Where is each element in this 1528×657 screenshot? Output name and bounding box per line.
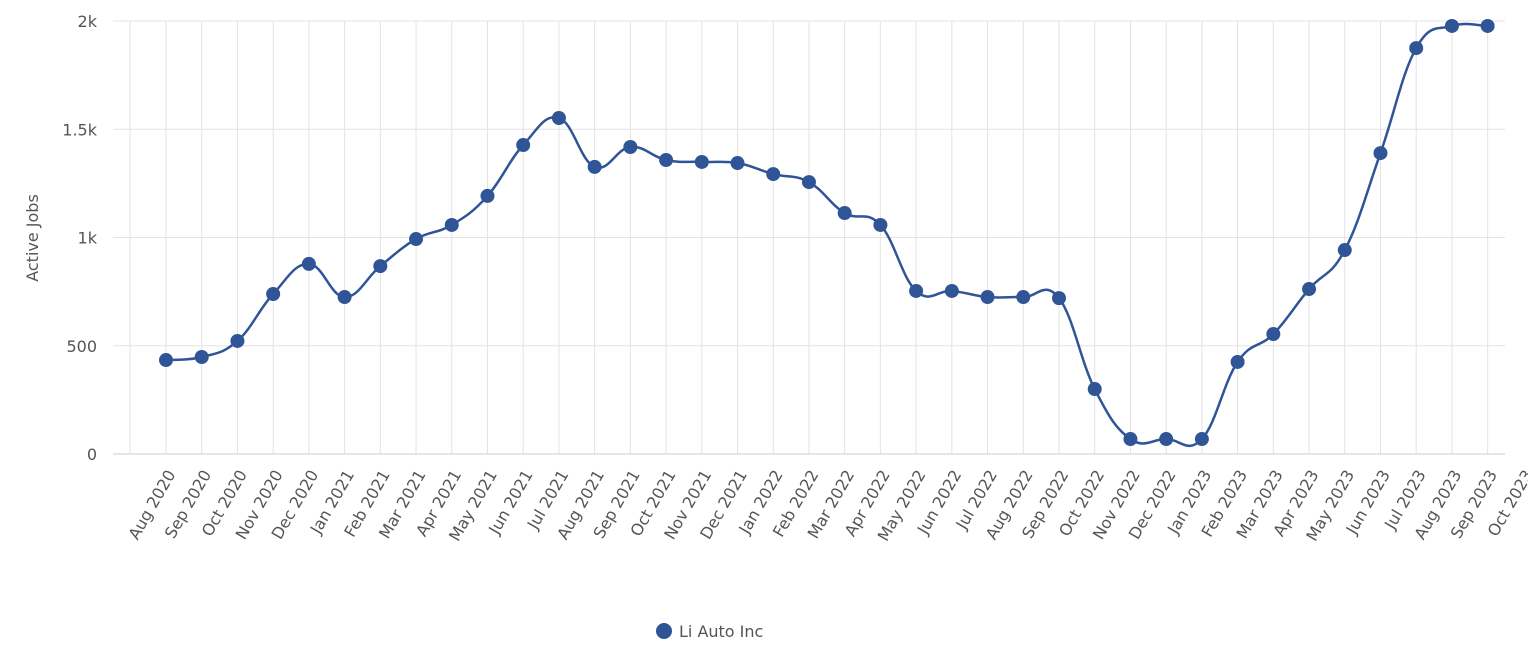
point — [266, 287, 281, 302]
point — [909, 283, 924, 298]
point — [1159, 432, 1174, 447]
point — [1052, 291, 1066, 306]
point — [1230, 354, 1245, 369]
point — [1016, 290, 1031, 305]
point — [409, 232, 424, 247]
point — [516, 138, 531, 153]
point — [1444, 18, 1459, 33]
legend-marker — [656, 623, 672, 639]
y-tick-label: 0 — [87, 445, 97, 464]
point — [1302, 282, 1317, 297]
point — [373, 259, 388, 274]
point — [837, 206, 852, 221]
point — [337, 290, 352, 305]
point — [766, 167, 781, 182]
y-axis-title: Active Jobs — [23, 194, 42, 282]
point — [587, 159, 602, 174]
y-tick-label: 500 — [66, 337, 97, 356]
point — [1266, 327, 1281, 342]
point — [194, 350, 209, 365]
point — [1337, 243, 1352, 258]
point — [694, 154, 709, 169]
y-tick-label: 1k — [78, 229, 98, 248]
point — [944, 283, 959, 298]
point — [1373, 146, 1388, 161]
point — [1480, 18, 1495, 33]
point — [301, 256, 316, 271]
point — [801, 175, 816, 190]
point — [480, 188, 495, 203]
point — [230, 333, 245, 348]
point — [873, 217, 888, 232]
point — [159, 353, 173, 368]
point — [1123, 432, 1138, 447]
line — [165, 22, 1488, 448]
y-tick-label: 2k — [78, 12, 98, 31]
legend-label: Li Auto Inc — [679, 622, 763, 641]
point — [1087, 382, 1102, 397]
y-tick-label: 1.5k — [62, 120, 97, 139]
point — [551, 110, 566, 125]
point — [980, 290, 995, 305]
point — [659, 152, 674, 167]
point — [730, 156, 745, 171]
point — [1409, 41, 1424, 56]
point — [623, 140, 638, 155]
point — [444, 217, 459, 232]
point — [1194, 432, 1209, 447]
